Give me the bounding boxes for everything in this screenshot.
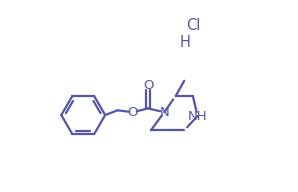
Text: NH: NH bbox=[188, 109, 207, 122]
Text: O: O bbox=[128, 106, 138, 119]
Text: Cl: Cl bbox=[186, 18, 201, 33]
Text: H: H bbox=[179, 35, 190, 50]
Text: O: O bbox=[143, 79, 153, 92]
Text: N: N bbox=[159, 106, 169, 119]
